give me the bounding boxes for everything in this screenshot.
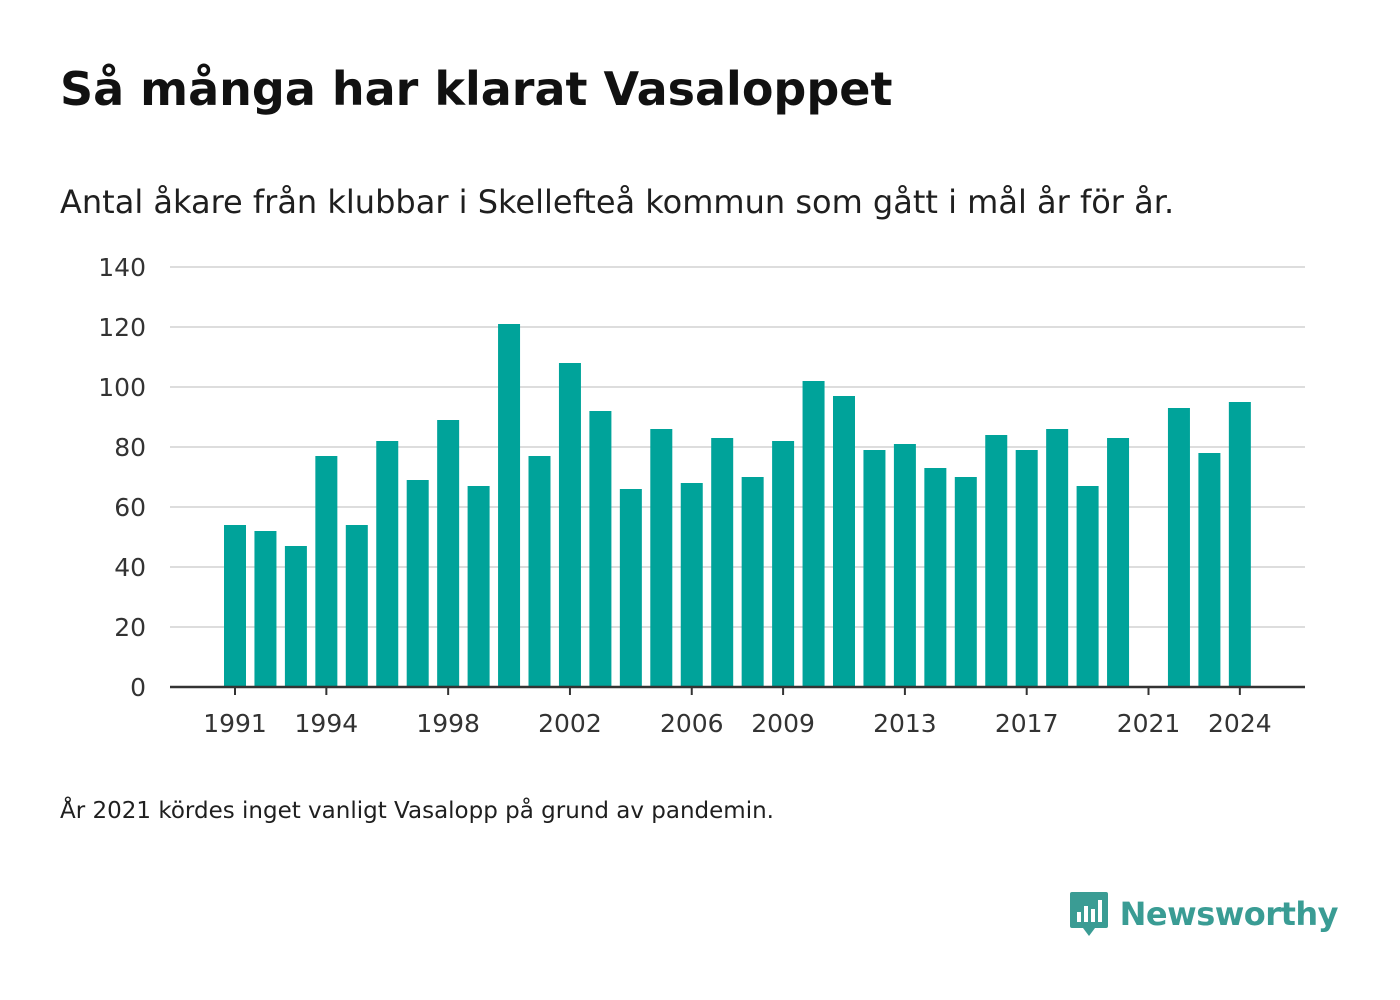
chart-title: Så många har klarat Vasaloppet — [60, 62, 893, 116]
y-tick-label: 0 — [130, 673, 146, 702]
bar-2001 — [528, 456, 551, 687]
chart-subtitle: Antal åkare från klubbar i Skellefteå ko… — [60, 183, 1175, 221]
bar-2024 — [1228, 402, 1251, 687]
bar-2020 — [1107, 438, 1130, 687]
x-tick-label: 2017 — [995, 709, 1059, 738]
bar-2023 — [1198, 453, 1221, 687]
bar-2000 — [498, 324, 521, 687]
x-tick-label: 2006 — [660, 709, 724, 738]
y-tick-label: 80 — [114, 433, 146, 462]
x-tick-label: 2009 — [751, 709, 815, 738]
x-tick-label: 2002 — [538, 709, 602, 738]
y-tick-label: 40 — [114, 553, 146, 582]
bar-2006 — [680, 483, 703, 687]
bar-1999 — [467, 486, 490, 687]
bar-2010 — [802, 381, 825, 687]
bar-2012 — [863, 450, 886, 687]
bar-1992 — [254, 531, 277, 687]
bar-2003 — [589, 411, 612, 687]
bar-2009 — [772, 441, 795, 687]
bar-2017 — [1015, 450, 1038, 687]
bar-2007 — [711, 438, 734, 687]
y-tick-label: 60 — [114, 493, 146, 522]
x-tick-label: 2021 — [1117, 709, 1181, 738]
brand-logo: Newsworthy — [1068, 890, 1339, 938]
footnote: År 2021 kördes inget vanligt Vasalopp på… — [60, 798, 774, 824]
bar-1997 — [406, 480, 429, 687]
y-tick-label: 20 — [114, 613, 146, 642]
x-tick-label: 2013 — [873, 709, 937, 738]
bar-2016 — [985, 435, 1008, 687]
bar-1993 — [284, 546, 307, 687]
bar-1998 — [437, 420, 460, 687]
bar-2013 — [893, 444, 916, 687]
bar-2018 — [1046, 429, 1069, 687]
x-tick-label: 1998 — [416, 709, 480, 738]
bar-2014 — [924, 468, 947, 687]
bar-2011 — [833, 396, 855, 687]
bar-1995 — [345, 525, 368, 687]
newsworthy-logo-icon — [1069, 892, 1108, 936]
bar-2008 — [741, 477, 764, 687]
bar-2022 — [1167, 408, 1190, 687]
bar-2015 — [954, 477, 977, 687]
bar-2002 — [558, 363, 581, 687]
y-tick-label: 140 — [98, 253, 146, 282]
x-tick-label: 2024 — [1208, 709, 1272, 738]
bar-1996 — [376, 441, 399, 687]
brand-name: Newsworthy — [1119, 895, 1339, 933]
y-tick-label: 100 — [98, 373, 146, 402]
x-tick-label: 1994 — [295, 709, 359, 738]
bar-1994 — [315, 456, 338, 687]
bar-2005 — [650, 429, 673, 687]
x-tick-label: 1991 — [203, 709, 267, 738]
bar-2019 — [1076, 486, 1099, 687]
y-tick-label: 120 — [98, 313, 146, 342]
bar-2004 — [619, 489, 642, 687]
bar-1991 — [224, 525, 246, 687]
